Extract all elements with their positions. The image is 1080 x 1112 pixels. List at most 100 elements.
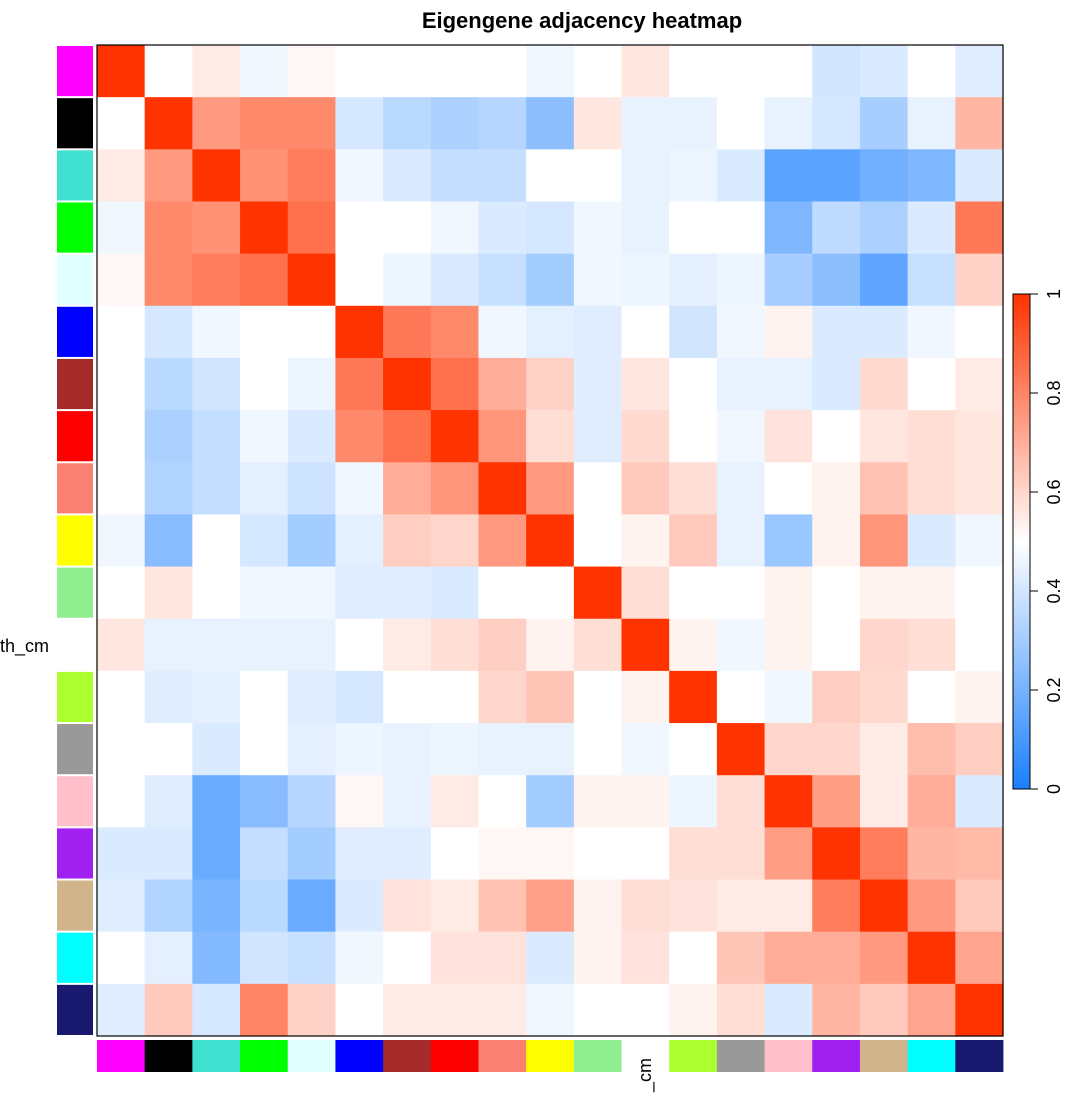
heatmap-cell-red-magenta bbox=[97, 410, 146, 463]
heatmap-cell-grey60-brown bbox=[383, 723, 432, 776]
heatmap-cell-green-magenta bbox=[97, 201, 146, 255]
heatmap-cell-black-purple bbox=[812, 97, 861, 150]
heatmap-cell-red-greenyellow bbox=[669, 410, 718, 463]
heatmap-cell-greenyellow-greenyellow bbox=[669, 670, 718, 724]
heatmap-cell-red-black bbox=[144, 410, 193, 463]
heatmap-cell-purple-lightcyan bbox=[287, 827, 337, 881]
row-module-strip bbox=[57, 46, 93, 1035]
heatmap-cell-cyan-midnightblue bbox=[955, 931, 1004, 985]
heatmap-cell-black-cyan bbox=[907, 97, 956, 150]
heatmap-cell-green-pink bbox=[764, 201, 813, 255]
row-module-purple bbox=[57, 828, 93, 879]
heatmap-cell-white-magenta bbox=[97, 618, 146, 672]
heatmap-cell-tan-red bbox=[430, 879, 480, 933]
heatmap-cell-brown-blue bbox=[335, 357, 384, 411]
heatmap-cell-lightcyan-white bbox=[621, 253, 670, 307]
heatmap-cell-yellow-grey60 bbox=[716, 514, 766, 568]
heatmap-cell-grey60-pink bbox=[764, 723, 813, 776]
heatmap-cell-yellow-yellow bbox=[526, 514, 575, 568]
heatmap-cell-green-purple bbox=[812, 201, 861, 255]
heatmap-cell-turquoise-red bbox=[430, 149, 480, 203]
heatmap-cell-purple-magenta bbox=[97, 827, 146, 881]
heatmap-cell-grey60-red bbox=[430, 723, 480, 776]
heatmap-cell-black-turquoise bbox=[192, 97, 241, 150]
heatmap-cell-pink-salmon bbox=[478, 775, 527, 828]
heatmap-cell-turquoise-green bbox=[240, 149, 289, 203]
heatmap-cell-greenyellow-turquoise bbox=[192, 670, 241, 724]
heatmap-cell-white-red bbox=[430, 618, 480, 672]
heatmap-cell-cyan-lightcyan bbox=[287, 931, 337, 985]
heatmap-cell-turquoise-midnightblue bbox=[955, 149, 1004, 203]
heatmap-cell-green-lightgreen bbox=[573, 201, 623, 255]
heatmap-cell-pink-greenyellow bbox=[669, 775, 718, 828]
heatmap-cell-black-brown bbox=[383, 97, 432, 150]
heatmap-cell-tan-lightcyan bbox=[287, 879, 337, 933]
heatmap-cell-lightcyan-black bbox=[144, 253, 193, 307]
heatmap-cell-blue-black bbox=[144, 305, 193, 359]
heatmap-cell-midnightblue-grey60 bbox=[716, 983, 766, 1037]
heatmap-cell-white-turquoise bbox=[192, 618, 241, 672]
heatmap-cell-brown-green bbox=[240, 357, 289, 411]
heatmap-cell-brown-midnightblue bbox=[955, 357, 1004, 411]
column-module-lightgreen bbox=[573, 1040, 622, 1072]
heatmap-cell-blue-salmon bbox=[478, 305, 527, 359]
heatmap-cell-lightcyan-turquoise bbox=[192, 253, 241, 307]
heatmap-cell-lightcyan-red bbox=[430, 253, 480, 307]
heatmap-cell-tan-tan bbox=[859, 879, 909, 933]
heatmap-cell-grey60-white bbox=[621, 723, 670, 776]
heatmap-cell-brown-cyan bbox=[907, 357, 956, 411]
row-module-brown bbox=[57, 358, 93, 410]
colorbar-tick-label-3: 0.6 bbox=[1044, 479, 1064, 504]
heatmap-cell-salmon-tan bbox=[859, 462, 909, 516]
heatmap-cell-black-magenta bbox=[97, 97, 146, 150]
heatmap-cell-yellow-black bbox=[144, 514, 193, 568]
heatmap-cell-blue-white bbox=[621, 305, 670, 359]
heatmap-cell-yellow-blue bbox=[335, 514, 384, 568]
row-module-black bbox=[57, 98, 93, 149]
heatmap-cell-tan-magenta bbox=[97, 879, 146, 933]
column-module-tan bbox=[859, 1040, 909, 1072]
heatmap-cell-yellow-white bbox=[621, 514, 670, 568]
heatmap-cell-black-tan bbox=[859, 97, 909, 150]
heatmap-cell-salmon-green bbox=[240, 462, 289, 516]
heatmap-cell-white-blue bbox=[335, 618, 384, 672]
heatmap-cell-black-pink bbox=[764, 97, 813, 150]
heatmap-cell-salmon-yellow bbox=[526, 462, 575, 516]
heatmap-cell-turquoise-grey60 bbox=[716, 149, 766, 203]
heatmap-cell-pink-brown bbox=[383, 775, 432, 828]
heatmap-cell-pink-yellow bbox=[526, 775, 575, 828]
heatmap-cell-brown-black bbox=[144, 357, 193, 411]
heatmap-cell-midnightblue-blue bbox=[335, 983, 384, 1037]
heatmap-cell-red-midnightblue bbox=[955, 410, 1004, 463]
row-module-lightcyan bbox=[57, 254, 93, 305]
heatmap-cell-purple-salmon bbox=[478, 827, 527, 881]
heatmap-cell-lightcyan-tan bbox=[859, 253, 909, 307]
heatmap-cell-salmon-blue bbox=[335, 462, 384, 516]
heatmap-cell-blue-brown bbox=[383, 305, 432, 359]
row-module-pink bbox=[57, 776, 93, 827]
heatmap-cell-grey60-green bbox=[240, 723, 289, 776]
heatmap-cell-greenyellow-purple bbox=[812, 670, 861, 724]
heatmap-cell-pink-green bbox=[240, 775, 289, 828]
heatmap-cell-blue-green bbox=[240, 305, 289, 359]
heatmap-cell-blue-lightgreen bbox=[573, 305, 623, 359]
heatmap-cell-red-purple bbox=[812, 410, 861, 463]
heatmap-cell-brown-turquoise bbox=[192, 357, 241, 411]
heatmap-cell-tan-purple bbox=[812, 879, 861, 933]
heatmap-cell-cyan-red bbox=[430, 931, 480, 985]
heatmap-cell-midnightblue-white bbox=[621, 983, 670, 1037]
heatmap-cell-turquoise-greenyellow bbox=[669, 149, 718, 203]
heatmap-cell-magenta-magenta bbox=[97, 45, 146, 98]
column-module-turquoise bbox=[192, 1040, 241, 1072]
heatmap-cell-brown-magenta bbox=[97, 357, 146, 411]
colorbar-tick-label-1: 0.2 bbox=[1044, 677, 1064, 702]
heatmap-cell-green-greenyellow bbox=[669, 201, 718, 255]
heatmap-cell-midnightblue-midnightblue bbox=[955, 983, 1004, 1037]
heatmap-cell-turquoise-blue bbox=[335, 149, 384, 203]
heatmap-cell-turquoise-turquoise bbox=[192, 149, 241, 203]
heatmap-cell-black-grey60 bbox=[716, 97, 766, 150]
heatmap-cell-tan-salmon bbox=[478, 879, 527, 933]
heatmap-cell-pink-blue bbox=[335, 775, 384, 828]
heatmap-cell-red-lightgreen bbox=[573, 410, 623, 463]
heatmap-cell-black-white bbox=[621, 97, 670, 150]
